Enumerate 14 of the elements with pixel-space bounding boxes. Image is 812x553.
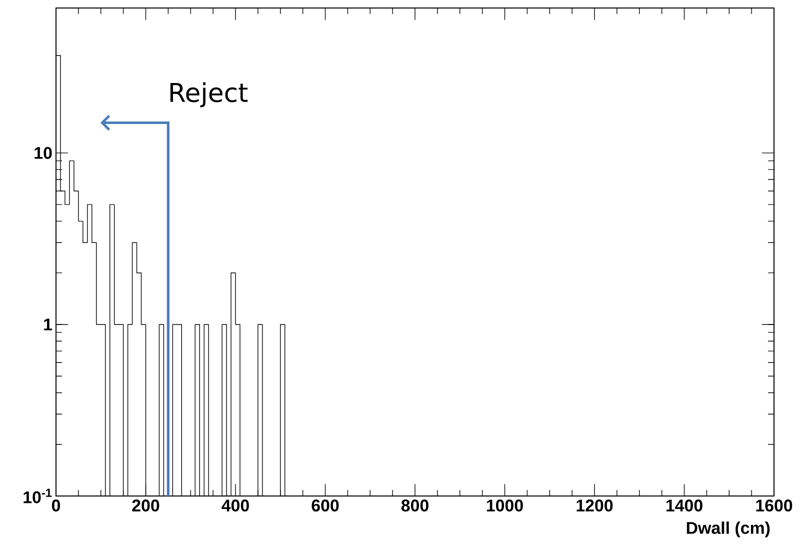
x-tick-label: 600 <box>312 500 339 512</box>
y-tick-label: 10 <box>34 146 52 159</box>
x-tick-label: 1400 <box>666 500 702 512</box>
y-tick-label: 1 <box>44 318 52 330</box>
x-tick-label: 1200 <box>576 500 613 512</box>
ref-line-label: Reject <box>170 82 248 108</box>
x-tick-label: 200 <box>132 500 160 512</box>
x-tick-label: 800 <box>401 500 428 512</box>
x-tick-label: 0 <box>52 500 60 512</box>
x-tick-label: 400 <box>222 500 249 512</box>
x-tick-label: 1000 <box>486 500 523 512</box>
x-axis-title: Dwall (cm) <box>686 522 770 538</box>
x-tick-label: 1600 <box>756 500 792 512</box>
y-tick-label: 10$^{-1}$ <box>24 488 52 504</box>
